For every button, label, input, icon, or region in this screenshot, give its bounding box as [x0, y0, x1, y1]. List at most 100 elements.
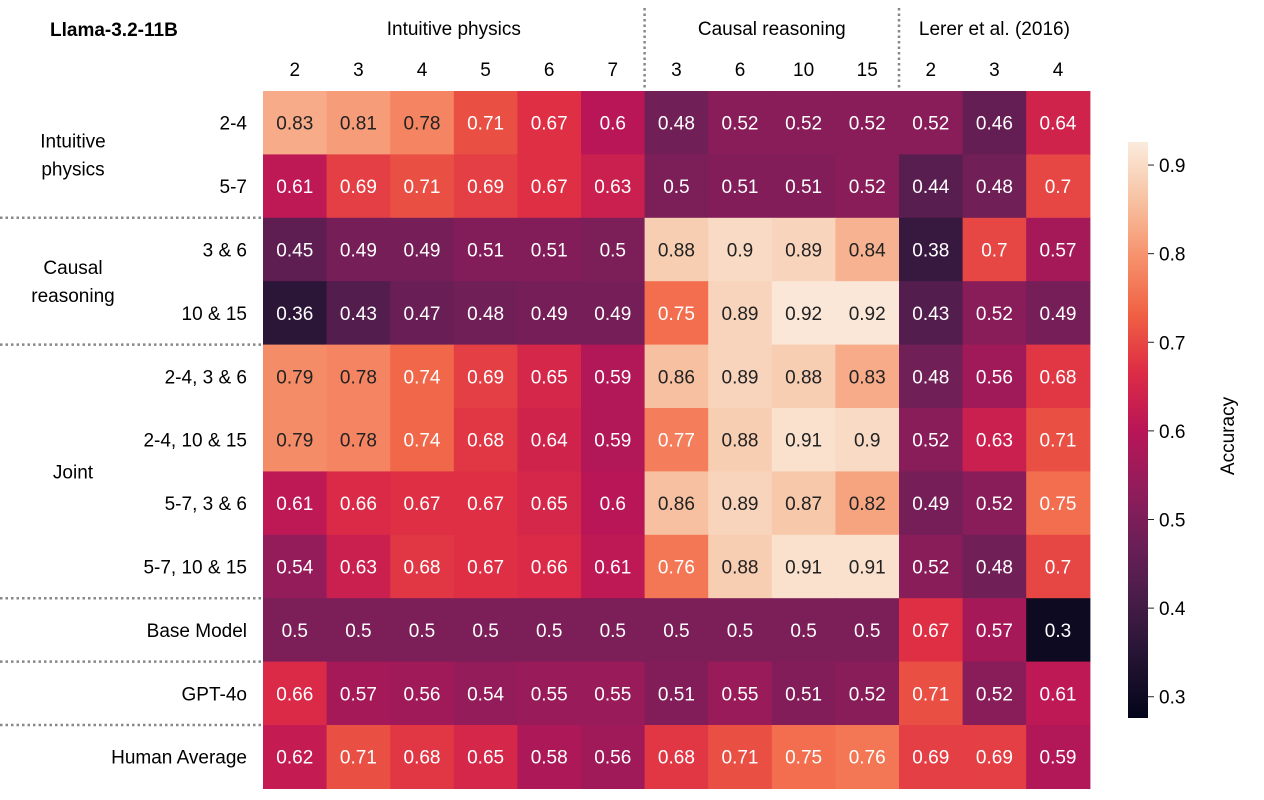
cell-value-label: 0.52 [785, 114, 822, 135]
colorbar-tick-label: 0.9 [1159, 156, 1185, 177]
heatmap-cell [581, 344, 646, 409]
heatmap-cell [644, 534, 709, 599]
heatmap-cell [962, 344, 1027, 409]
heatmap-cell [390, 598, 455, 663]
cell-value-label: 0.52 [976, 304, 1013, 325]
cell-value-label: 0.38 [912, 241, 949, 262]
cell-value-label: 0.5 [536, 621, 562, 642]
heatmap-cell [835, 91, 900, 155]
heatmap-cell [263, 661, 328, 726]
heatmap-cell [453, 661, 518, 726]
row-tick-label: 3 & 6 [203, 241, 247, 262]
column-tick-label: 5 [480, 60, 491, 81]
colorbar [1128, 142, 1148, 718]
cell-value-label: 0.81 [340, 114, 377, 135]
heatmap-cell [517, 471, 582, 536]
heatmap-cell [835, 408, 900, 472]
heatmap-cell [581, 154, 646, 219]
cell-value-label: 0.69 [976, 748, 1013, 769]
cell-value-label: 0.79 [276, 367, 313, 388]
heatmap-cell [453, 598, 518, 663]
cell-value-label: 0.54 [467, 684, 504, 705]
cell-value-label: 0.83 [849, 367, 886, 388]
row-group-label: Causal [43, 258, 102, 279]
cell-value-label: 0.74 [404, 367, 441, 388]
cell-value-label: 0.89 [722, 304, 759, 325]
cell-value-label: 0.5 [600, 241, 626, 262]
cell-value-label: 0.91 [785, 558, 822, 579]
heatmap-cell [835, 281, 900, 346]
heatmap-cell [517, 661, 582, 726]
cell-value-label: 0.49 [531, 304, 568, 325]
cell-value-label: 0.65 [531, 494, 568, 515]
heatmap-cell [962, 471, 1027, 536]
column-tick-label: 15 [857, 60, 878, 81]
heatmap-cell [1026, 408, 1091, 472]
heatmap-cell [453, 725, 518, 789]
cell-value-label: 0.5 [663, 177, 689, 198]
heatmap-cell [1026, 725, 1091, 789]
colorbar-label: Accuracy [1218, 396, 1239, 475]
heatmap-cell [771, 91, 836, 155]
heatmap-cell [644, 154, 709, 219]
cell-value-label: 0.48 [912, 367, 949, 388]
colorbar-tick-label: 0.4 [1159, 599, 1186, 620]
row-tick-label: 5-7, 10 & 15 [143, 558, 247, 579]
heatmap-cell [644, 91, 709, 155]
cell-value-label: 0.7 [981, 241, 1007, 262]
heatmap-cell [899, 471, 964, 536]
heatmap-cell [1026, 344, 1091, 409]
heatmap-cell [453, 217, 518, 282]
cell-value-label: 0.59 [594, 431, 631, 452]
cell-value-label: 0.45 [276, 241, 313, 262]
cell-value-label: 0.69 [467, 177, 504, 198]
cell-value-label: 0.63 [594, 177, 631, 198]
row-group-label: Joint [53, 462, 94, 483]
cell-value-label: 0.61 [276, 494, 313, 515]
cell-value-label: 0.5 [282, 621, 308, 642]
heatmap-cell [390, 344, 455, 409]
heatmap-cell [644, 725, 709, 789]
heatmap-cell [771, 661, 836, 726]
chart-title: Llama-3.2-11B [50, 20, 178, 41]
cell-value-label: 0.78 [340, 367, 377, 388]
cell-value-label: 0.63 [340, 558, 377, 579]
heatmap-cell [263, 154, 328, 219]
colorbar-tick-label: 0.6 [1159, 422, 1185, 443]
heatmap-cell [644, 281, 709, 346]
heatmap-cell [899, 725, 964, 789]
heatmap-cell [453, 91, 518, 155]
cell-value-label: 0.9 [854, 431, 880, 452]
cell-value-label: 0.5 [727, 621, 753, 642]
row-tick-label: Human Average [111, 748, 247, 769]
row-tick-label: 5-7 [220, 177, 247, 198]
heatmap-cell [390, 154, 455, 219]
heatmap-cell [899, 154, 964, 219]
colorbar-tick-label: 0.8 [1159, 245, 1185, 266]
heatmap-cell [1026, 154, 1091, 219]
row-tick-label: 2-4, 10 & 15 [143, 431, 247, 452]
cell-value-label: 0.7 [1045, 177, 1071, 198]
heatmap-cell [326, 217, 391, 282]
heatmap-cell [899, 344, 964, 409]
heatmap-cell [263, 344, 328, 409]
cell-value-label: 0.48 [976, 558, 1013, 579]
cell-value-label: 0.66 [340, 494, 377, 515]
cell-value-label: 0.92 [849, 304, 886, 325]
cell-value-label: 0.49 [594, 304, 631, 325]
cell-value-label: 0.79 [276, 431, 313, 452]
column-tick-label: 10 [793, 60, 814, 81]
cell-value-label: 0.57 [340, 684, 377, 705]
heatmap-cell [771, 344, 836, 409]
cell-value-label: 0.64 [531, 431, 568, 452]
heatmap-cell [899, 217, 964, 282]
heatmap-cell [835, 471, 900, 536]
heatmap-cell [326, 661, 391, 726]
heatmap-cell [835, 217, 900, 282]
cell-value-label: 0.9 [727, 241, 753, 262]
cell-value-label: 0.82 [849, 494, 886, 515]
heatmap-cell [708, 344, 773, 409]
heatmap-cell [962, 661, 1027, 726]
heatmap-cell [1026, 598, 1091, 663]
cell-value-label: 0.87 [785, 494, 822, 515]
